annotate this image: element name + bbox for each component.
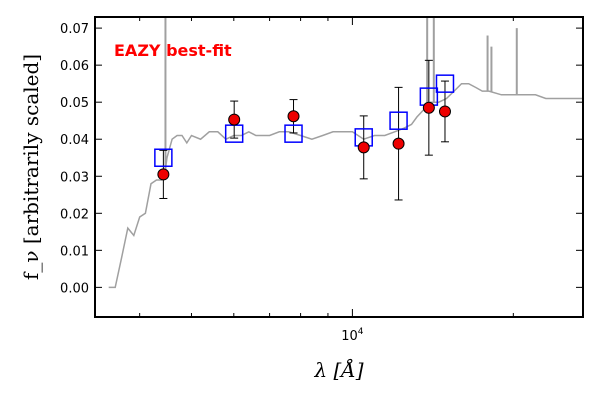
observed-point: [228, 113, 241, 126]
y-tick-label: 0.02: [60, 207, 89, 222]
observed-point: [157, 168, 170, 181]
x-axis-ticks: 104: [139, 17, 514, 344]
y-tick-label: 0.06: [60, 59, 89, 74]
plot-frame: [94, 16, 584, 318]
y-tick-label: 0.05: [60, 96, 89, 111]
observed-point: [392, 137, 405, 150]
model-square: [284, 124, 303, 143]
template-spectrum-line: [108, 82, 583, 289]
model-square: [154, 148, 173, 167]
observed-point: [357, 141, 370, 154]
observed-point: [438, 105, 451, 118]
y-tick-label: 0.07: [60, 22, 89, 37]
model-square: [389, 111, 408, 130]
y-tick-label: 0.00: [60, 281, 89, 296]
y-axis-label: f_ν [arbitrarily scaled]: [19, 54, 43, 280]
y-axis-ticks: 0.00 0.01 0.02 0.03 0.04 0.05 0.06 0.07: [60, 22, 583, 296]
x-axis-label: λ [Å]: [313, 357, 363, 382]
observed-point: [422, 101, 435, 114]
x-tick-label: 104: [341, 327, 364, 344]
error-bars: [159, 59, 449, 201]
model-square: [435, 74, 455, 93]
annotation-label: EAZY best-fit: [114, 41, 232, 60]
model-photometry-points: [154, 74, 455, 167]
y-tick-label: 0.01: [60, 244, 89, 259]
y-tick-label: 0.03: [60, 170, 89, 185]
observed-photometry-points: [157, 101, 451, 181]
observed-point: [287, 110, 300, 123]
y-tick-label: 0.04: [60, 133, 89, 148]
